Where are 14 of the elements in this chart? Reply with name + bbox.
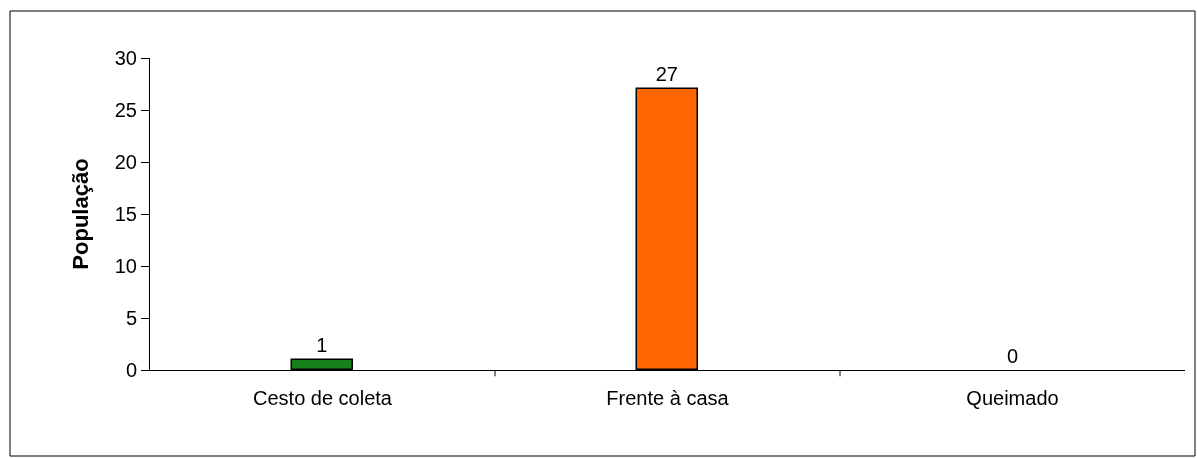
x-tick-label: Queimado: [966, 387, 1059, 409]
y-tick-label: 20: [114, 151, 137, 173]
data-label: 1: [316, 334, 328, 357]
y-tick-label: 25: [114, 99, 137, 121]
y-tick-label: 10: [114, 255, 137, 277]
y-tick-label: 30: [114, 47, 137, 69]
data-label: 0: [1006, 345, 1019, 367]
y-tick-label: 0: [125, 359, 137, 381]
y-tick-label: 15: [114, 203, 137, 225]
y-tick-label: 5: [125, 307, 137, 329]
x-tick-label: Cesto de coleta: [253, 387, 393, 409]
data-label: 27: [655, 63, 678, 86]
x-tick-label: Frente à casa: [606, 387, 730, 409]
y-axis-title: População: [67, 158, 93, 270]
